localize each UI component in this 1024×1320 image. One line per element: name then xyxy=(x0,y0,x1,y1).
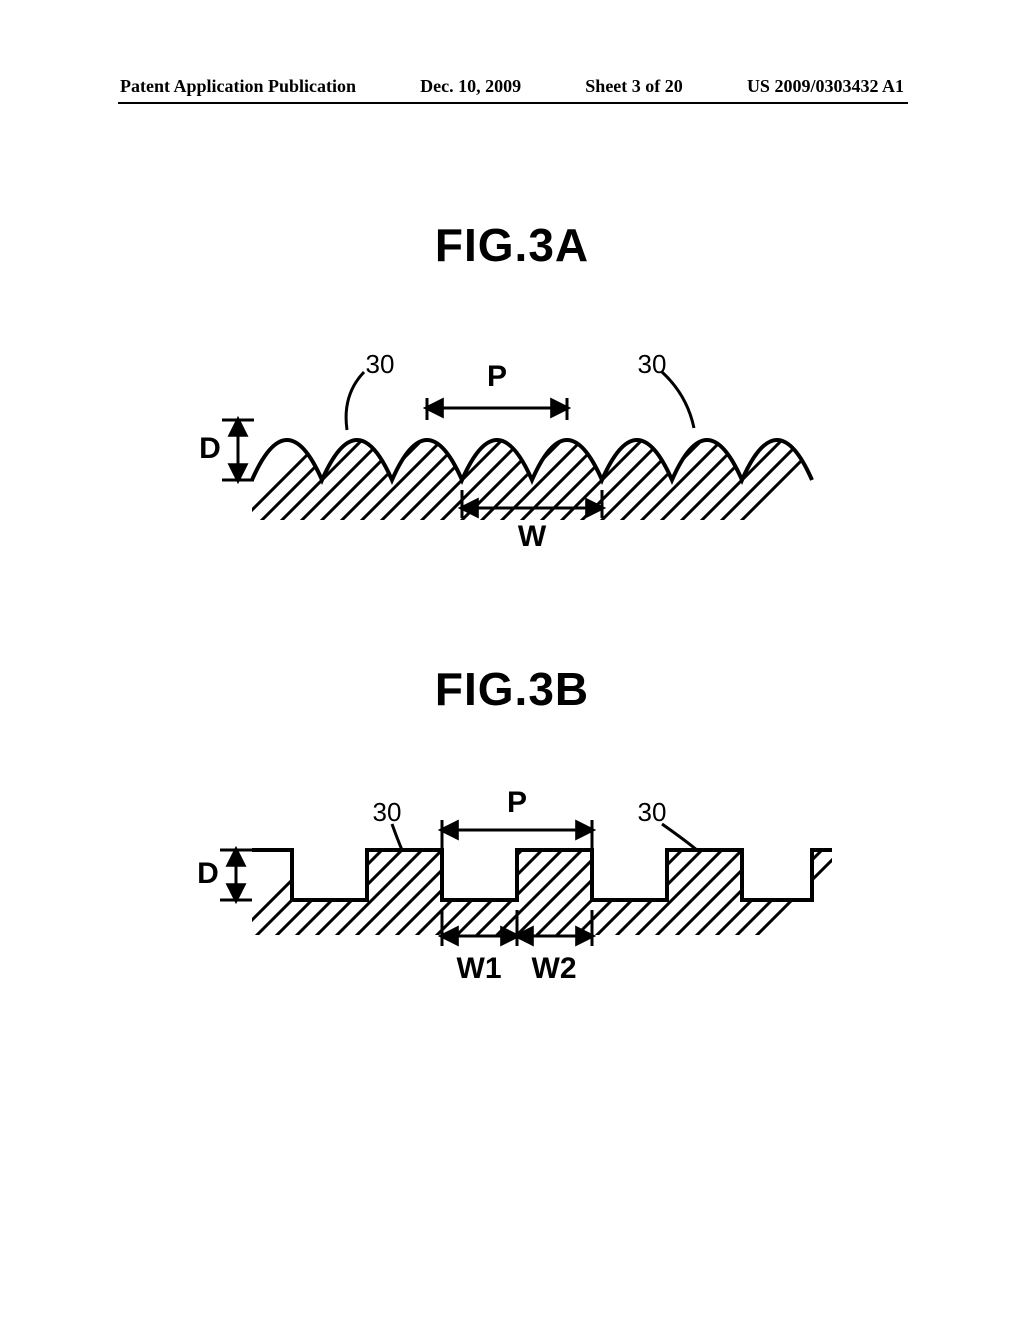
ref-30-left: 30 xyxy=(366,350,395,379)
label-p: P xyxy=(487,360,507,393)
ref-30-left-b: 30 xyxy=(373,797,402,827)
label-w2: W2 xyxy=(532,952,577,980)
label-w1: W1 xyxy=(457,952,502,980)
figure-3a-title: FIG.3A xyxy=(0,218,1024,272)
label-d-b: D xyxy=(197,857,219,890)
figure-3b: D P W1 W2 30 30 xyxy=(192,780,832,980)
step-profile xyxy=(252,850,832,900)
figure-3a: D P W 30 30 xyxy=(192,350,832,550)
hatching-b xyxy=(192,800,832,980)
ref-30-right-b: 30 xyxy=(638,797,667,827)
lead-30-left xyxy=(346,372,364,430)
label-p-b: P xyxy=(507,786,527,819)
lead-30-right-b xyxy=(662,824,697,850)
lead-30-right xyxy=(662,372,694,428)
figure-3b-title: FIG.3B xyxy=(0,662,1024,716)
header-sheet: Sheet 3 of 20 xyxy=(585,76,683,97)
label-w: W xyxy=(518,520,547,550)
header-publication: Patent Application Publication xyxy=(120,76,356,97)
ref-30-right: 30 xyxy=(638,350,667,379)
header-pubno: US 2009/0303432 A1 xyxy=(747,76,904,97)
page-header: Patent Application Publication Dec. 10, … xyxy=(0,76,1024,97)
header-rule xyxy=(118,102,908,104)
header-date: Dec. 10, 2009 xyxy=(420,76,521,97)
lead-30-left-b xyxy=(392,824,402,850)
label-d: D xyxy=(199,432,221,465)
